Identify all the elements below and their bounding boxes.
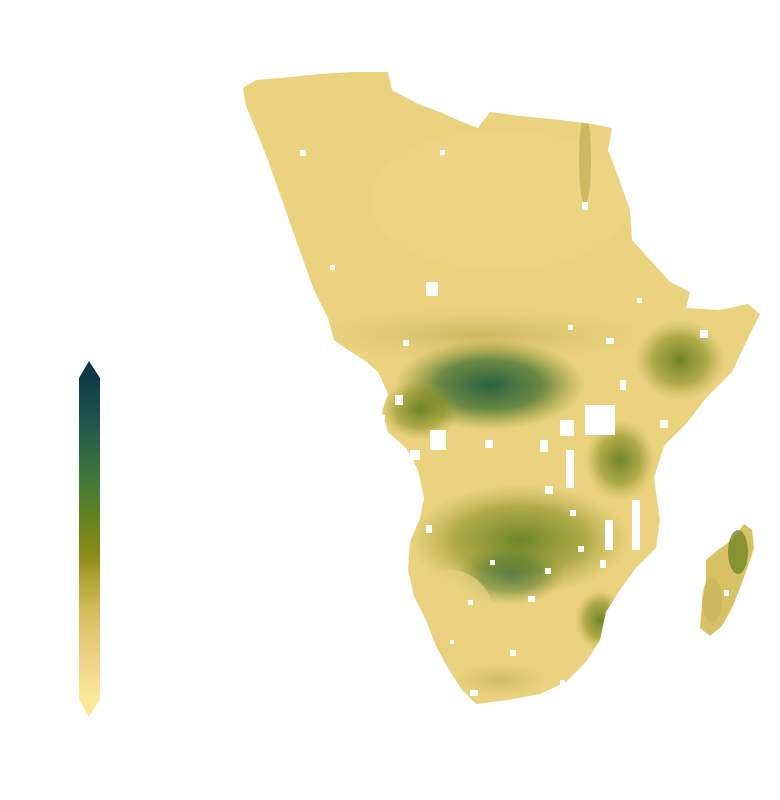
east-highlands-values [635,320,725,400]
west-central-high-values [380,380,460,440]
madagascar-east-values [728,530,748,574]
rift-values [585,420,655,500]
south-east-coast-values [575,590,625,650]
nile-valley-strip [579,115,591,205]
colorbar-gradient [79,378,100,699]
colorbar-min-extend-arrow [79,699,100,717]
madagascar-gap [724,590,729,596]
colorbar-max-extend-arrow [79,361,100,378]
africa-landmass [243,72,760,704]
madagascar-west-values [702,578,722,622]
sahara-tone [370,130,630,270]
south-cape-values [450,662,550,698]
missing-data-gaps [300,150,708,696]
madagascar [700,524,754,636]
sahel-band [310,307,650,363]
kalahari-low-values [405,570,495,670]
colorbar [79,361,100,717]
